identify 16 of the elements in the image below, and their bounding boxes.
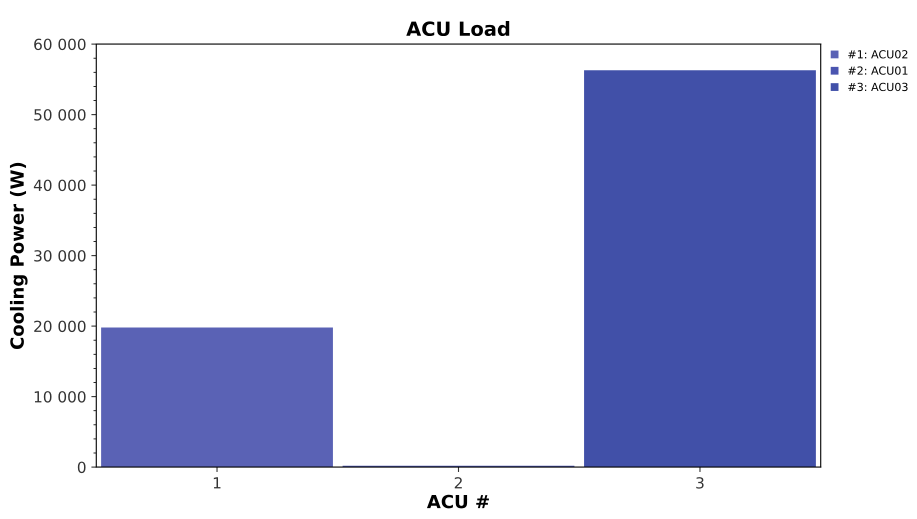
legend-label: #2: ACU01 bbox=[848, 66, 908, 75]
y-tick-label: 40 000 bbox=[34, 180, 86, 192]
x-tick-label: 1 bbox=[214, 477, 220, 488]
y-tick-label: 10 000 bbox=[34, 391, 86, 403]
x-tick-label: 2 bbox=[454, 477, 462, 488]
y-tick-label: 60 000 bbox=[34, 38, 86, 50]
y-tick-label: 0 bbox=[78, 462, 86, 474]
legend-label: #3: ACU03 bbox=[848, 82, 908, 92]
chart-title: ACU Load bbox=[406, 21, 510, 36]
y-tick-label: 50 000 bbox=[34, 109, 86, 121]
y-axis-title: Cooling Power (W) bbox=[10, 162, 28, 350]
legend-label: #1: ACU02 bbox=[848, 50, 908, 58]
y-tick-label: 30 000 bbox=[34, 250, 86, 262]
x-axis-title: ACU # bbox=[426, 494, 489, 508]
x-tick-label: 3 bbox=[696, 477, 704, 489]
y-tick-label: 20 000 bbox=[34, 320, 86, 332]
